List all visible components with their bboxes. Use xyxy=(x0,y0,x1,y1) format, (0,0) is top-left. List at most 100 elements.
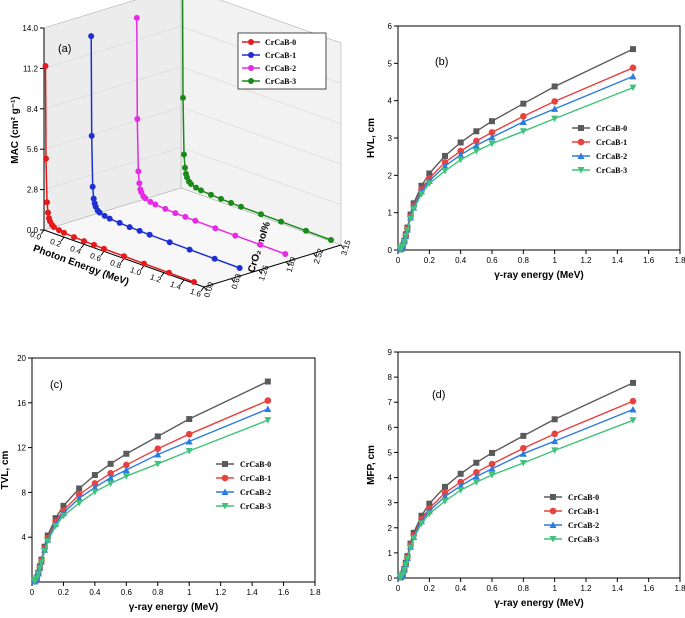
data-point-CrCaB-2 xyxy=(91,483,99,491)
data-point-CrCaB-2 xyxy=(147,198,154,205)
x-tick-label: 1.6 xyxy=(643,584,655,593)
data-point-CrCaB-2 xyxy=(185,437,193,445)
legend-label-CrCaB-1: CrCaB-1 xyxy=(240,474,271,483)
data-point-CrCaB-3 xyxy=(441,167,449,175)
x-tick-label: 1.4 xyxy=(247,588,259,597)
x-tick-label: 0 xyxy=(30,588,35,597)
data-point-CrCaB-2 xyxy=(257,241,264,248)
data-point-CrCaB-2 xyxy=(457,151,465,158)
x-tick xyxy=(180,279,185,285)
data-point-CrCaB-3 xyxy=(519,459,527,467)
y-tick-label: 2 xyxy=(388,524,393,533)
legend-label-CrCaB-0: CrCaB-0 xyxy=(240,460,271,469)
data-point-CrCaB-2 xyxy=(629,406,637,413)
data-point-CrCaB-3 xyxy=(154,460,162,468)
data-point-CrCaB-3 xyxy=(180,94,186,101)
y-tick-label: 3.15 xyxy=(339,239,353,257)
data-point-CrCaB-3 xyxy=(488,140,496,148)
data-point-CrCaB-3 xyxy=(441,498,449,505)
legend-marker-CrCaB-2 xyxy=(549,521,557,528)
data-point-CrCaB-3 xyxy=(208,191,214,198)
data-point-CrCaB-1 xyxy=(488,460,496,468)
x-tick-label: 1.8 xyxy=(309,588,321,597)
legend-marker-CrCaB-1 xyxy=(221,474,229,482)
x-tick-label: 0.4 xyxy=(89,588,101,597)
x-tick-label: 1.4 xyxy=(169,279,183,291)
y-tick-label: 5 xyxy=(388,448,393,457)
data-point-CrCaB-3 xyxy=(425,510,433,518)
x-tick xyxy=(100,251,105,256)
data-point-CrCaB-1 xyxy=(551,430,558,438)
data-point-CrCaB-0 xyxy=(154,433,161,440)
data-point-CrCaB-3 xyxy=(407,544,415,552)
data-point-CrCaB-0 xyxy=(81,238,87,245)
legend-label-CrCaB-3: CrCaB-3 xyxy=(265,77,296,86)
data-point-CrCaB-0 xyxy=(43,155,49,162)
data-point-CrCaB-3 xyxy=(402,233,410,240)
data-point-CrCaB-0 xyxy=(520,100,527,107)
data-point-CrCaB-2 xyxy=(162,205,169,212)
y-tick-label: 6 xyxy=(388,423,393,432)
data-point-CrCaB-3 xyxy=(37,559,45,566)
data-point-CrCaB-2 xyxy=(212,225,219,232)
data-point-CrCaB-0 xyxy=(551,83,558,90)
data-point-CrCaB-0 xyxy=(473,459,480,466)
data-point-CrCaB-1 xyxy=(106,215,113,222)
plot-frame xyxy=(31,357,316,583)
data-point-CrCaB-3 xyxy=(59,512,67,520)
data-point-CrCaB-0 xyxy=(489,449,495,456)
data-point-CrCaB-2 xyxy=(135,168,142,175)
wall-gridline xyxy=(43,147,342,205)
series-line-CrCaB-0 xyxy=(33,380,269,582)
z-tick-label: 0.0 xyxy=(27,226,39,235)
data-point-CrCaB-3 xyxy=(400,238,408,246)
y-tick xyxy=(230,278,235,283)
x-tick-label: 1 xyxy=(552,584,557,593)
legend-label-CrCaB-2: CrCaB-2 xyxy=(265,64,296,73)
data-point-CrCaB-3 xyxy=(629,84,637,92)
data-point-CrCaB-3 xyxy=(418,191,425,198)
data-point-CrCaB-0 xyxy=(91,472,98,479)
y-tick-label: 0 xyxy=(388,246,393,255)
data-point-CrCaB-0 xyxy=(473,128,480,135)
data-point-CrCaB-0 xyxy=(426,170,433,177)
x-tick xyxy=(80,243,85,249)
x-tick-label: 0.8 xyxy=(518,256,530,265)
data-point-CrCaB-2 xyxy=(232,232,239,239)
data-point-CrCaB-1 xyxy=(520,113,527,120)
x-axis-label: γ-ray energy (MeV) xyxy=(129,602,218,613)
data-point-CrCaB-2 xyxy=(472,141,480,149)
y-tick-label: 4 xyxy=(22,533,27,542)
data-point-CrCaB-3 xyxy=(182,164,188,171)
x-tick-label: 0.4 xyxy=(455,584,467,593)
legend-label-CrCaB-1: CrCaB-1 xyxy=(596,138,627,147)
data-point-CrCaB-3 xyxy=(188,181,194,188)
series-line-CrCaB-2 xyxy=(399,75,634,250)
x-tick-label: 0 xyxy=(396,256,401,265)
chart-panel-c: 0 0.2 0.4 0.6 0.8 1 1.2 1.4 1.6 1.8 4 8 12 16 20 γ-ray … xyxy=(0,354,321,613)
data-point-CrCaB-0 xyxy=(191,278,197,285)
data-point-CrCaB-3 xyxy=(403,227,411,234)
legend-marker-CrCaB-1 xyxy=(549,507,557,515)
series-line-CrCaB-3 xyxy=(33,419,269,582)
data-point-CrCaB-0 xyxy=(107,460,114,467)
y-tick-label: 3 xyxy=(388,134,393,143)
data-point-CrCaB-1 xyxy=(236,264,243,271)
data-point-CrCaB-2 xyxy=(122,466,130,473)
legend-marker-CrCaB-1 xyxy=(248,52,254,58)
data-point-CrCaB-1 xyxy=(90,195,97,202)
chart-panel-b: 0 0.2 0.4 0.6 0.8 1 1.2 1.4 1.6 1.8 0 1 2 3 4 5 6 γ-ray e… xyxy=(366,22,685,281)
panel-label: (d) xyxy=(432,389,445,401)
legend-marker-CrCaB-2 xyxy=(248,65,254,71)
series-line-CrCaB-0 xyxy=(399,382,634,578)
data-point-CrCaB-0 xyxy=(457,470,464,477)
x-tick-label: 0.8 xyxy=(518,584,530,593)
y-tick-label: 4 xyxy=(388,474,393,483)
data-point-CrCaB-2 xyxy=(551,437,559,445)
z-axis-label: MAC (cm² g⁻¹) xyxy=(10,96,21,164)
panel-label: (a) xyxy=(58,43,71,55)
data-point-CrCaB-2 xyxy=(551,105,559,112)
x-tick-label: 0.6 xyxy=(486,256,498,265)
data-point-CrCaB-2 xyxy=(488,133,496,141)
